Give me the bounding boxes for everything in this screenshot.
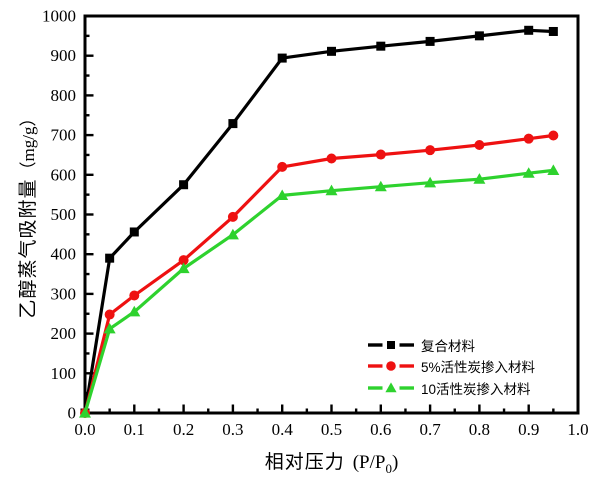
legend-line-circle-icon xyxy=(368,361,414,372)
legend-line-triangle-icon xyxy=(368,382,414,392)
legend-label: 5%活性炭掺入材料 xyxy=(421,360,536,376)
y-tick-label: 500 xyxy=(51,205,77,224)
legend-label: 复合材料 xyxy=(421,338,475,354)
series-line-1 xyxy=(83,133,554,414)
y-axis-unit: （mg/g） xyxy=(19,109,38,179)
legend-line-square-icon xyxy=(368,340,414,349)
x-tick-label: 1.0 xyxy=(567,420,588,439)
x-tick-label: 0.0 xyxy=(74,420,95,439)
y-tick-label: 400 xyxy=(51,245,77,264)
legend-label: 10活性炭掺入材料 xyxy=(421,381,531,397)
y-tick-label: 100 xyxy=(51,364,77,383)
legend-item-5pct-carbon: 5%活性炭掺入材料 xyxy=(368,356,535,378)
y-tick-label: 200 xyxy=(51,324,77,343)
x-tick-label: 0.5 xyxy=(321,420,342,439)
y-tick-label: 0 xyxy=(68,404,77,423)
x-axis-label-text: 相对压力 xyxy=(264,452,345,473)
x-tick-label: 0.2 xyxy=(173,420,194,439)
series-markers-2 xyxy=(79,164,560,418)
series-2 xyxy=(79,164,560,418)
plot-border xyxy=(83,14,580,415)
x-tick-label: 0.7 xyxy=(419,420,441,439)
legend-item-10-carbon: 10活性炭掺入材料 xyxy=(368,377,535,399)
y-tick-label: 900 xyxy=(51,46,77,65)
y-tick-label: 600 xyxy=(51,165,77,184)
legend: 复合材料 5%活性炭掺入材料 10活性炭掺入材料 xyxy=(368,334,535,399)
x-tick-label: 0.3 xyxy=(222,420,243,439)
legend-item-composite: 复合材料 xyxy=(368,334,535,356)
x-tick-label: 0.1 xyxy=(124,420,145,439)
x-tick-label: 0.4 xyxy=(272,420,294,439)
y-tick-label: 300 xyxy=(51,284,77,303)
y-tick-label: 800 xyxy=(51,86,77,105)
x-axis-subscript: 0 xyxy=(385,460,392,476)
y-axis-label: 乙醇蒸气吸附量（mg/g） xyxy=(13,44,39,384)
x-tick-label: 0.8 xyxy=(469,420,490,439)
y-tick-label: 700 xyxy=(51,126,77,145)
y-axis-label-text: 乙醇蒸气吸附量 xyxy=(18,178,39,319)
x-axis-label: 相对压力 (P/P0) xyxy=(264,452,399,476)
y-tick-label: 1000 xyxy=(42,7,76,26)
x-tick-label: 0.9 xyxy=(518,420,539,439)
x-tick-label: 0.6 xyxy=(370,420,391,439)
